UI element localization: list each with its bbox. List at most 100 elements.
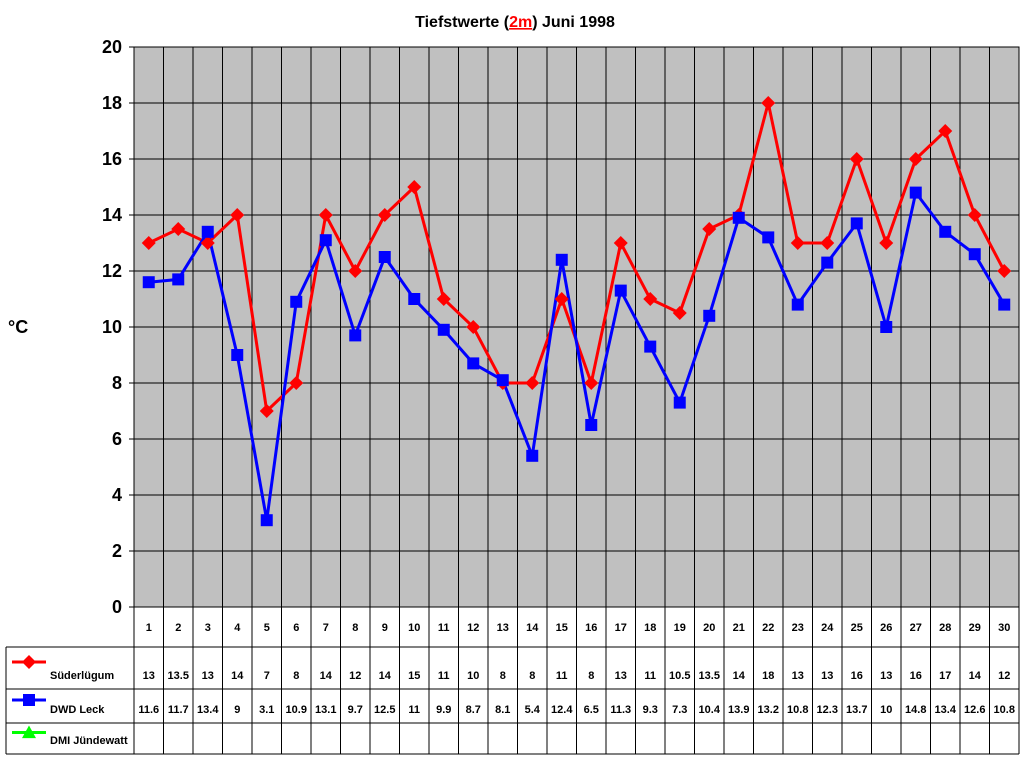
data-label: 11.3 — [610, 704, 631, 716]
data-label: 3.1 — [259, 704, 274, 716]
x-tick-label: 2 — [175, 622, 181, 634]
y-tick-label: 4 — [112, 485, 122, 505]
x-tick-label: 27 — [910, 622, 922, 634]
title-link[interactable]: 2m — [509, 14, 532, 31]
data-point — [880, 321, 893, 333]
data-label: 18 — [762, 670, 774, 682]
y-tick-label: 0 — [112, 597, 122, 617]
legend-label: Süderlügum — [50, 670, 114, 682]
title-prefix: Tiefstwerte ( — [415, 14, 510, 31]
x-tick-label: 23 — [792, 622, 804, 634]
data-point — [231, 349, 244, 361]
data-point — [290, 295, 303, 308]
x-tick-label: 9 — [382, 622, 388, 634]
x-tick-label: 12 — [467, 622, 479, 634]
y-tick-label: 10 — [102, 317, 122, 337]
x-tick-label: 21 — [733, 622, 745, 634]
data-label: 9.7 — [348, 704, 363, 716]
data-point — [791, 298, 804, 311]
data-label: 12 — [349, 670, 361, 682]
x-tick-label: 14 — [526, 622, 539, 634]
data-point — [821, 256, 834, 269]
x-tick-label: 16 — [585, 622, 597, 634]
data-point — [141, 236, 156, 250]
chart-title: Tiefstwerte (2m) Juni 1998 — [415, 14, 615, 31]
data-table: 1 2 3 4 5 6 7 8 9 10 11 12 13 14 15 16 17 18 19 20 21 22 23 24 2… — [5, 606, 1020, 755]
series-line — [148, 189, 1006, 521]
data-point — [467, 357, 480, 370]
data-label: 9.3 — [643, 704, 658, 716]
data-label: 11.6 — [138, 704, 159, 716]
data-label: 11.7 — [168, 704, 189, 716]
data-point — [732, 211, 745, 224]
x-tick-label: 24 — [821, 622, 834, 634]
data-label: 15 — [408, 670, 420, 682]
data-point — [407, 180, 422, 194]
data-point — [998, 298, 1011, 311]
data-point — [703, 309, 716, 322]
data-label: 13.4 — [935, 704, 957, 716]
data-point — [348, 264, 363, 278]
x-tick-label: 3 — [205, 622, 211, 634]
data-label: 13.9 — [728, 704, 749, 716]
data-point — [377, 208, 392, 222]
data-point — [938, 124, 953, 138]
x-tick-label: 8 — [352, 622, 358, 634]
data-label: 11 — [556, 670, 568, 682]
data-label: 13 — [821, 670, 833, 682]
x-tick-label: 22 — [762, 622, 774, 634]
data-point — [437, 323, 450, 336]
data-label: 8 — [293, 670, 299, 682]
data-label: 12.4 — [551, 704, 573, 716]
data-point — [259, 404, 274, 418]
data-point — [968, 248, 981, 261]
data-point — [790, 236, 805, 250]
data-point — [260, 514, 273, 527]
data-label: 13.1 — [315, 704, 336, 716]
data-point — [762, 231, 775, 244]
data-label: 5.4 — [525, 704, 541, 716]
data-point — [939, 225, 952, 238]
data-label: 10.9 — [286, 704, 307, 716]
y-tick-label: 16 — [102, 149, 122, 169]
data-point — [378, 251, 391, 263]
data-label: 13 — [880, 670, 892, 682]
x-tick-label: 19 — [674, 622, 686, 634]
data-point — [525, 376, 540, 390]
x-tick-label: 1 — [146, 622, 152, 634]
data-point — [555, 253, 568, 266]
data-point — [849, 152, 864, 166]
x-tick-label: 28 — [939, 622, 951, 634]
data-label: 8 — [588, 670, 594, 682]
data-point — [967, 208, 982, 222]
data-label: 14 — [733, 670, 746, 682]
data-label: 12.5 — [374, 704, 395, 716]
data-label: 11 — [408, 704, 420, 716]
x-tick-label: 25 — [851, 622, 863, 634]
y-tick-label: 6 — [112, 429, 122, 449]
y-tick-label: 12 — [102, 261, 122, 281]
data-point — [997, 264, 1012, 278]
data-point — [408, 293, 421, 305]
data-point — [820, 236, 835, 250]
title-suffix: ) Juni 1998 — [532, 14, 615, 31]
data-label: 9 — [234, 704, 240, 716]
data-point — [496, 374, 509, 387]
legend-marker — [23, 694, 35, 706]
data-point — [613, 236, 628, 250]
x-tick-label: 15 — [556, 622, 568, 634]
x-tick-label: 26 — [880, 622, 892, 634]
data-label: 13 — [792, 670, 804, 682]
data-label: 12 — [998, 670, 1010, 682]
data-label: 10 — [467, 670, 479, 682]
data-label: 12.3 — [817, 704, 838, 716]
data-point — [318, 208, 333, 222]
x-tick-label: 5 — [264, 622, 270, 634]
data-label: 7.3 — [672, 704, 687, 716]
x-tick-label: 18 — [644, 622, 656, 634]
data-point — [466, 320, 481, 334]
data-label: 8.1 — [495, 704, 510, 716]
legend-marker — [22, 655, 36, 669]
x-tick-label: 29 — [969, 622, 981, 634]
